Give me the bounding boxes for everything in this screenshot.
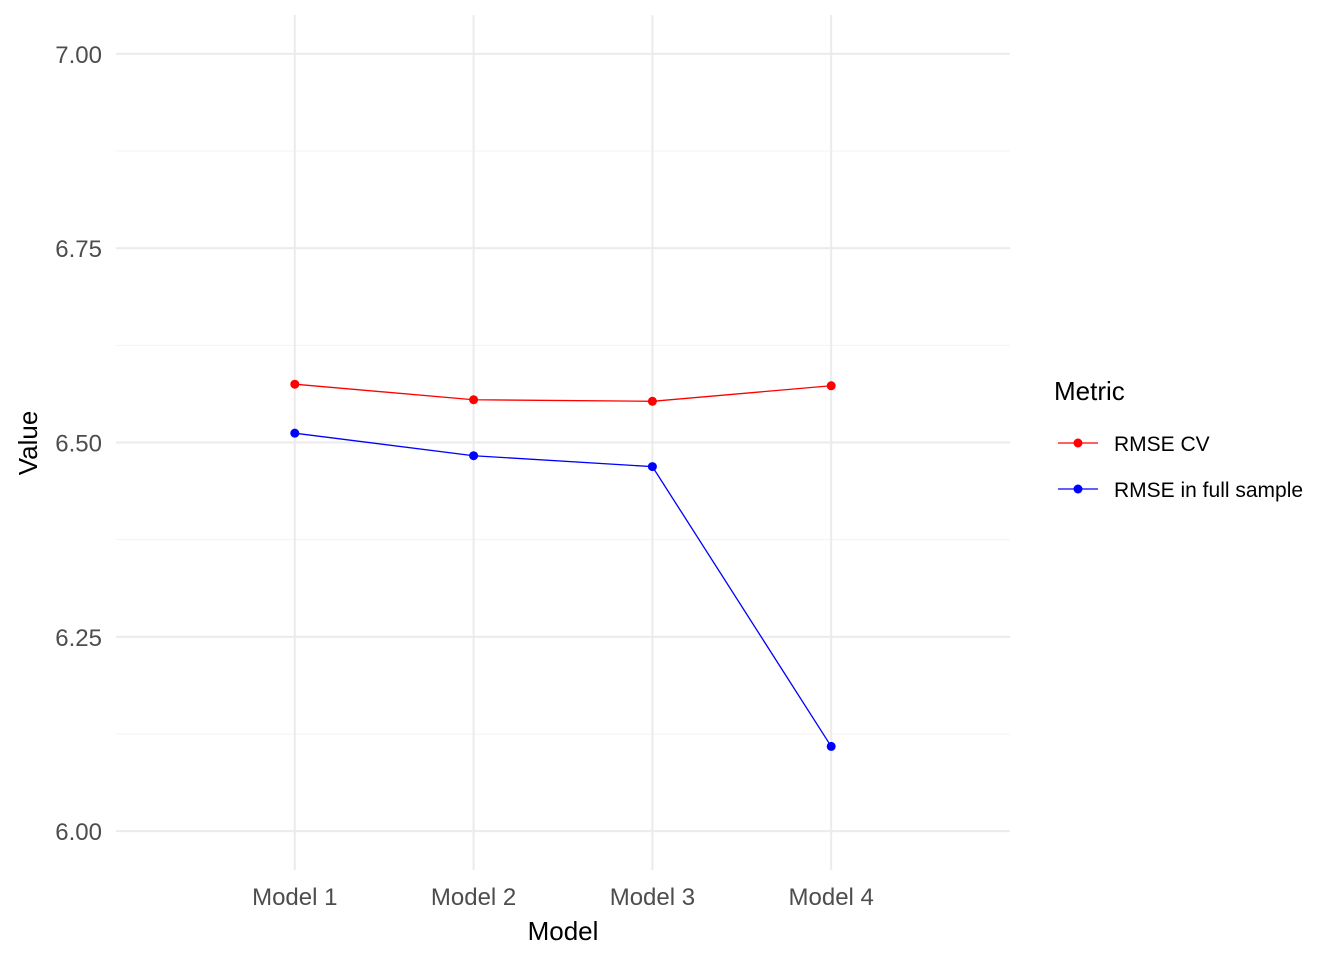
y-tick-label: 6.00 — [55, 819, 102, 846]
x-tick-label: Model 3 — [610, 884, 695, 911]
x-tick-label: Model 2 — [431, 884, 516, 911]
data-point — [469, 451, 479, 461]
legend: Metric RMSE CV RMSE in full sample — [1054, 376, 1303, 502]
x-tick-label: Model 4 — [789, 884, 874, 911]
y-axis-title: Value — [13, 411, 43, 476]
series-line — [294, 383, 832, 402]
series-line — [294, 432, 832, 747]
data-point — [290, 379, 300, 389]
data-point — [290, 428, 300, 438]
y-tick-label: 7.00 — [55, 42, 102, 69]
data-point — [469, 395, 479, 405]
x-tick-label: Model 1 — [252, 884, 337, 911]
data-point — [826, 741, 836, 751]
x-axis-ticks: Model 1 Model 2 Model 3 Model 4 — [252, 884, 874, 911]
series-layer — [290, 379, 836, 751]
x-axis-title: Model — [528, 916, 599, 946]
data-point — [647, 396, 657, 406]
legend-key-point — [1073, 484, 1083, 494]
y-tick-label: 6.75 — [55, 236, 102, 263]
legend-key-point — [1073, 438, 1083, 448]
y-tick-label: 6.25 — [55, 625, 102, 652]
data-point — [826, 381, 836, 391]
grid — [116, 15, 1010, 870]
legend-label: RMSE CV — [1114, 433, 1210, 456]
legend-label: RMSE in full sample — [1114, 479, 1303, 502]
y-axis-ticks: 6.00 6.25 6.50 6.75 7.00 — [55, 42, 102, 846]
data-point — [647, 462, 657, 472]
y-tick-label: 6.50 — [55, 431, 102, 458]
legend-items: RMSE CV RMSE in full sample — [1058, 433, 1303, 502]
legend-title: Metric — [1054, 376, 1125, 406]
